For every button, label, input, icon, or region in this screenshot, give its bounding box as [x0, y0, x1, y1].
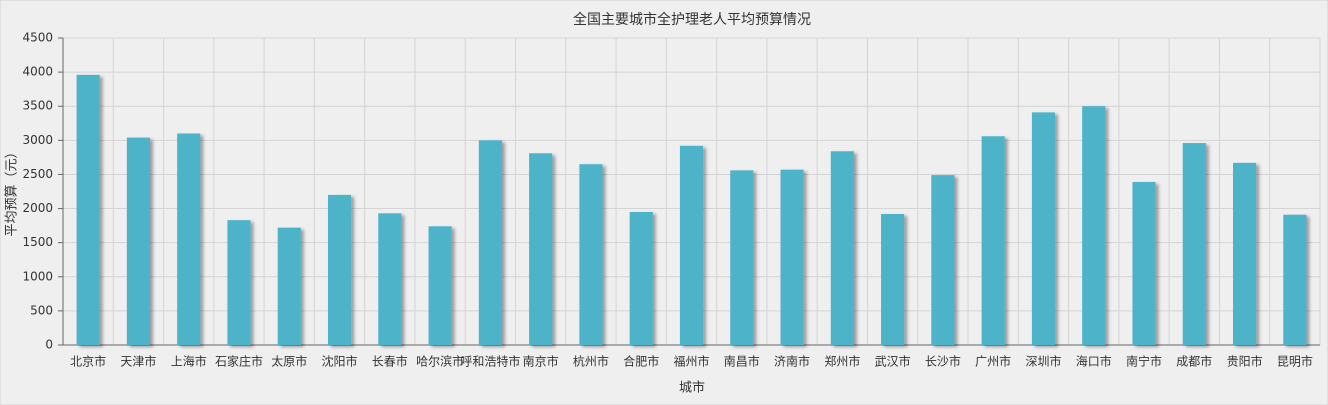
x-tick-label: 武汉市: [875, 354, 911, 369]
x-tick-label: 南昌市: [724, 354, 760, 369]
x-tick-label: 长沙市: [925, 354, 961, 369]
x-tick-label: 贵阳市: [1227, 354, 1263, 369]
y-tick-label: 1000: [22, 269, 53, 283]
x-tick-label: 上海市: [171, 354, 207, 369]
bar: [177, 133, 201, 345]
bar: [277, 227, 301, 345]
bar: [1082, 106, 1106, 345]
bar: [1031, 112, 1056, 346]
y-tick-label: 1500: [22, 235, 53, 249]
y-tick-label: 4000: [22, 65, 53, 79]
x-tick-label: 长春市: [372, 354, 408, 369]
x-tick-label: 济南市: [774, 354, 810, 369]
x-tick-label: 北京市: [70, 354, 106, 369]
bar: [529, 153, 553, 345]
x-tick-label: 南京市: [523, 354, 559, 369]
y-tick-label: 0: [45, 338, 53, 352]
bar: [830, 151, 854, 345]
bar: [780, 169, 804, 345]
x-tick-label: 南宁市: [1126, 354, 1162, 369]
bar: [1182, 143, 1206, 345]
bar: [679, 145, 704, 345]
y-axis-label: 平均预算（元）: [5, 145, 20, 236]
bar: [227, 220, 251, 345]
x-tick-label: 海口市: [1076, 354, 1112, 369]
bar: [931, 175, 955, 345]
y-tick-label: 2000: [22, 201, 53, 215]
x-axis-label: 城市: [679, 380, 705, 396]
bar: [76, 74, 100, 345]
y-tick-label: 4500: [22, 31, 53, 45]
x-tick-label: 昆明市: [1277, 354, 1313, 369]
bar: [378, 213, 402, 345]
x-tick-label: 成都市: [1176, 354, 1212, 369]
x-tick-label: 合肥市: [623, 354, 659, 369]
x-tick-label: 广州市: [975, 354, 1011, 369]
bar: [327, 194, 352, 345]
x-tick-label: 呼和浩特市: [460, 354, 520, 369]
y-tick-label: 3500: [22, 99, 53, 113]
x-tick-label: 天津市: [120, 354, 156, 369]
x-tick-label: 郑州市: [824, 354, 860, 369]
bar: [629, 211, 653, 345]
x-tick-label: 深圳市: [1025, 354, 1061, 369]
x-tick-label: 杭州市: [573, 354, 609, 369]
bar: [1233, 162, 1257, 345]
bar: [730, 170, 754, 345]
bar: [1132, 181, 1156, 345]
bar: [428, 226, 452, 345]
bar: [579, 164, 603, 345]
x-tick-label: 太原市: [271, 354, 307, 369]
x-tick-label: 哈尔滨市: [416, 354, 464, 369]
bar: [1283, 214, 1307, 345]
y-tick-label: 500: [30, 303, 53, 317]
bar: [478, 140, 502, 345]
y-tick-label: 2500: [22, 167, 53, 181]
y-tick-label: 3000: [22, 133, 53, 147]
bar: [881, 214, 905, 345]
x-tick-label: 石家庄市: [215, 354, 263, 369]
x-tick-label: 沈阳市: [322, 354, 358, 369]
bar: [981, 136, 1005, 345]
bar: [126, 137, 150, 345]
chart-title: 全国主要城市全护理老人平均预算情况: [573, 11, 811, 28]
x-tick-label: 福州市: [673, 354, 709, 369]
